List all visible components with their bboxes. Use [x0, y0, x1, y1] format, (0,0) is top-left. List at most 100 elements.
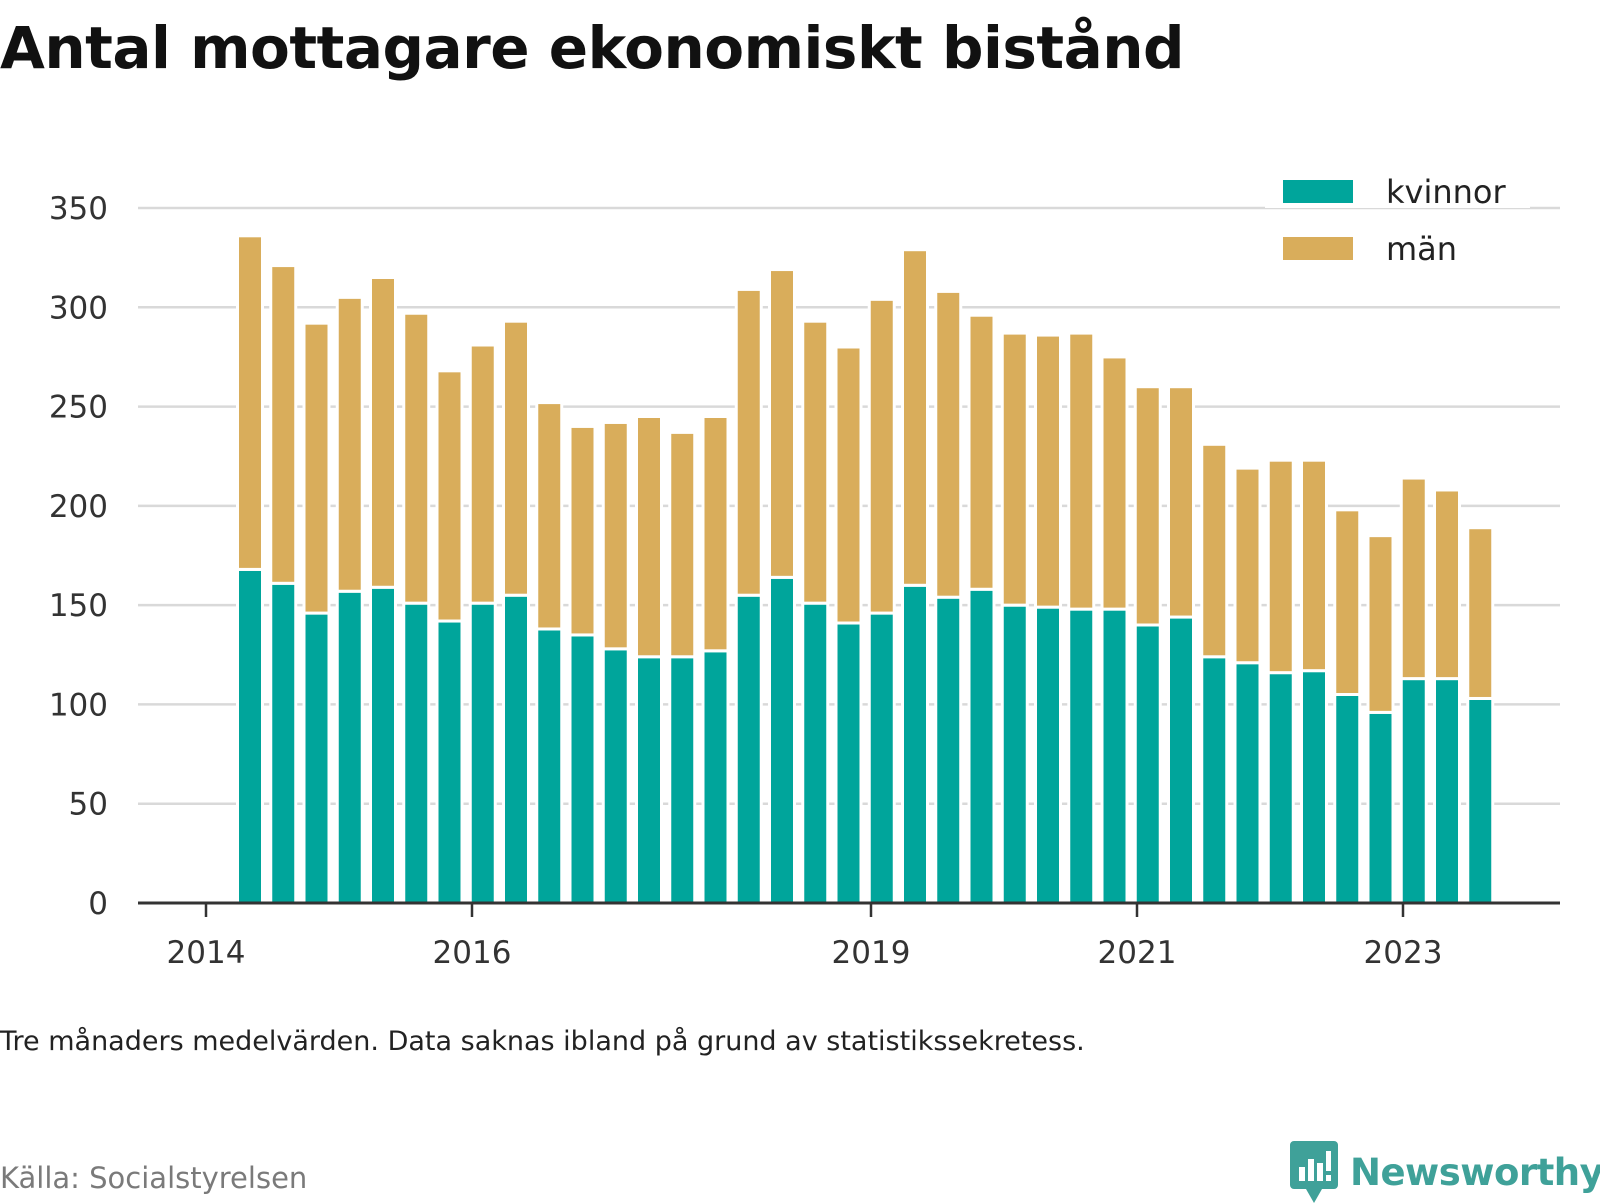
bar-segment-man: [1366, 534, 1395, 714]
bar-segment-man: [967, 313, 996, 591]
bar-segment-man: [1100, 355, 1129, 611]
bar-segment-man: [901, 248, 929, 587]
bar-segment-kvinnor: [668, 655, 697, 905]
chart-note: Tre månaders medelvärden. Data saknas ib…: [0, 1026, 1085, 1057]
bar-segment-kvinnor: [1399, 677, 1428, 905]
bar-segment-man: [1034, 333, 1062, 609]
x-tick-label: 2014: [167, 935, 246, 971]
y-tick-label: 200: [49, 489, 108, 525]
bar-segment-kvinnor: [1200, 655, 1229, 905]
y-tick-label: 250: [49, 390, 108, 426]
bar-segment-man: [302, 321, 331, 615]
bar-segment-kvinnor: [967, 587, 996, 905]
bar-segment-kvinnor: [1000, 603, 1029, 905]
bar-segment-kvinnor: [734, 593, 763, 905]
bar-segment-kvinnor: [635, 655, 663, 905]
source-credit: Källa: Socialstyrelsen: [0, 1161, 308, 1195]
bar-segment-kvinnor: [1433, 677, 1461, 905]
bar-segment-kvinnor: [369, 585, 397, 905]
newsworthy-logo-text: Newsworthy: [1350, 1150, 1600, 1194]
bar-segment-kvinnor: [1133, 623, 1162, 905]
bar-segment-man: [236, 234, 264, 571]
bar-segment-man: [1233, 466, 1262, 665]
legend-label-kvinnor: kvinnor: [1386, 173, 1507, 211]
bar-segment-kvinnor: [302, 611, 331, 905]
bar-segment-kvinnor: [901, 583, 929, 905]
bar-segment-man: [1466, 526, 1495, 700]
bar-segment-man: [335, 295, 364, 593]
bar-segment-kvinnor: [402, 601, 431, 905]
bar-segment-kvinnor: [335, 589, 364, 905]
legend: kvinnor män: [1265, 170, 1530, 268]
chart-title: Antal mottagare ekonomiskt bistånd: [0, 14, 1185, 82]
bar-segment-kvinnor: [1034, 605, 1062, 905]
legend-label-man: män: [1386, 230, 1457, 268]
bar-segment-kvinnor: [1233, 661, 1262, 905]
bar-segment-kvinnor: [435, 619, 464, 905]
bar-segment-kvinnor: [269, 581, 298, 905]
bar-segment-man: [1333, 508, 1362, 697]
x-tick-label: 2016: [433, 935, 512, 971]
y-tick-label: 50: [69, 787, 108, 823]
bar-segment-man: [768, 268, 796, 579]
y-tick-label: 300: [49, 290, 108, 326]
bar-segment-man: [1133, 385, 1162, 627]
stacked-bar-chart: 0 50 100 150 200 250 300 350 2014 2016 2019 2021 202…: [48, 170, 1560, 971]
bar-segment-man: [701, 415, 730, 653]
bar-segment-man: [1399, 476, 1428, 681]
bar-segment-kvinnor: [1466, 696, 1495, 905]
bar-segment-man: [568, 424, 597, 637]
y-tick-label: 350: [49, 191, 108, 227]
bar-segment-kvinnor: [502, 593, 530, 905]
bar-segment-man: [734, 287, 763, 597]
bar-segment-man: [468, 343, 497, 605]
legend-swatch-kvinnor: [1283, 180, 1353, 203]
bar-segment-kvinnor: [1366, 710, 1395, 905]
bar-segment-man: [1067, 331, 1096, 611]
bar-segment-man: [1200, 442, 1229, 659]
bar-segment-man: [834, 345, 863, 625]
bar-segment-kvinnor: [1100, 607, 1129, 905]
bar-segment-kvinnor: [1266, 671, 1295, 905]
bar-segment-man: [867, 297, 896, 615]
x-tick-label: 2019: [832, 935, 911, 971]
bar-segment-kvinnor: [834, 621, 863, 905]
bar-segment-man: [502, 319, 530, 597]
newsworthy-logo: Newsworthy: [1290, 1141, 1600, 1203]
bar-segment-kvinnor: [568, 633, 597, 905]
bar-segment-kvinnor: [535, 627, 564, 905]
bar-segment-man: [1167, 385, 1195, 619]
bar-segment-man: [1266, 458, 1295, 675]
axes: 0 50 100 150 200 250 300 350 2014 2016 2019 2021 202…: [49, 191, 1560, 971]
bar-segment-man: [435, 369, 464, 623]
bar-segment-kvinnor: [1067, 607, 1096, 905]
bar-segment-man: [1433, 488, 1461, 681]
x-tick-label: 2023: [1364, 935, 1443, 971]
newsworthy-logo-icon: [1290, 1141, 1338, 1203]
y-tick-label: 100: [49, 687, 108, 723]
bar-segment-kvinnor: [768, 575, 796, 905]
bar-segment-man: [668, 430, 697, 659]
bar-segment-man: [934, 289, 963, 599]
bars: [236, 234, 1495, 905]
bar-segment-man: [535, 401, 564, 631]
bar-segment-kvinnor: [801, 601, 830, 905]
bar-segment-man: [801, 319, 830, 605]
y-tick-label: 150: [49, 588, 108, 624]
bar-segment-man: [369, 276, 397, 589]
bar-segment-kvinnor: [934, 595, 963, 905]
bar-segment-kvinnor: [701, 649, 730, 905]
bar-segment-kvinnor: [867, 611, 896, 905]
legend-swatch-man: [1283, 237, 1353, 260]
bar-segment-man: [1000, 331, 1029, 607]
bar-segment-man: [1300, 458, 1328, 673]
bar-segment-man: [402, 311, 431, 605]
bar-segment-man: [601, 420, 630, 651]
bar-segment-kvinnor: [236, 567, 264, 905]
bar-segment-man: [269, 264, 298, 585]
bar-segment-kvinnor: [1167, 615, 1195, 905]
bar-segment-kvinnor: [1333, 693, 1362, 905]
bar-segment-man: [635, 415, 663, 659]
bar-segment-kvinnor: [468, 601, 497, 905]
x-tick-label: 2021: [1098, 935, 1177, 971]
